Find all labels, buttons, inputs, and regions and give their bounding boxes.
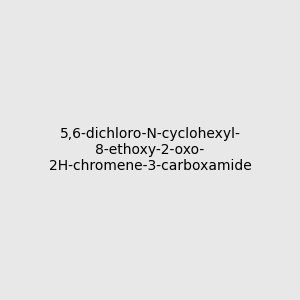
Text: 5,6-dichloro-N-cyclohexyl-
8-ethoxy-2-oxo-
2H-chromene-3-carboxamide: 5,6-dichloro-N-cyclohexyl- 8-ethoxy-2-ox… — [49, 127, 251, 173]
